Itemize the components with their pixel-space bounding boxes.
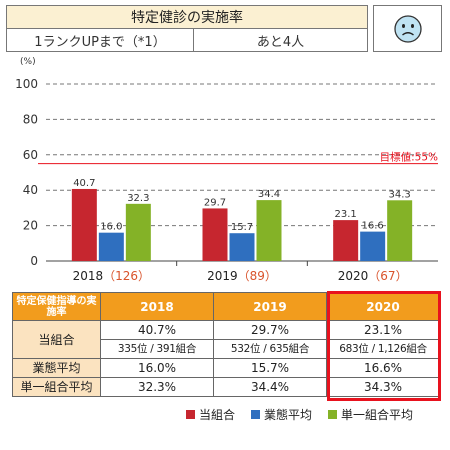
own-rate: 23.1% xyxy=(326,320,440,340)
legend-item-industry: 業態平均 xyxy=(251,406,312,423)
legend: 当組合 業態平均 単一組合平均 xyxy=(186,406,413,423)
data-label: 16.0 xyxy=(100,222,122,233)
data-label: 34.4 xyxy=(258,189,280,200)
table-row: 当組合 40.7% 29.7% 23.1% xyxy=(12,320,440,359)
data-label: 32.3 xyxy=(127,193,149,204)
own-rank: 532位 / 635組合 xyxy=(213,339,327,359)
industry-rate: 16.0% xyxy=(100,358,214,378)
data-table: 特定保健指導の実施率 2018 2019 2020 当組合 40.7% 29.7… xyxy=(12,292,440,397)
x-tick-label: 2018（126） xyxy=(73,269,150,283)
table-row: 単一組合平均 32.3% 34.4% 34.3% xyxy=(12,377,440,397)
bar xyxy=(71,188,97,261)
bar-chart: (%) 0 20 40 60 80 100 目標値:55% 40.7 16.0 32.3 2018（1… xyxy=(15,57,438,283)
x-tick-year: 2018 xyxy=(73,269,104,283)
bar xyxy=(256,200,282,261)
own-rank: 335位 / 391組合 xyxy=(100,339,214,359)
target-label: 目標値:55% xyxy=(380,151,438,164)
row-header: 特定保健指導の実施率 xyxy=(12,292,101,321)
data-label: 16.6 xyxy=(362,221,384,232)
data-label: 34.3 xyxy=(389,189,411,200)
industry-rate: 16.6% xyxy=(326,358,440,378)
industry-rate: 15.7% xyxy=(213,358,327,378)
y-tick-label: 60 xyxy=(23,148,38,162)
data-label: 23.1 xyxy=(335,209,357,220)
legend-label: 単一組合平均 xyxy=(341,408,414,422)
legend-swatch xyxy=(186,410,195,419)
header: 特定健診の実施率 1ランクUPまで（*1） あと4人 xyxy=(6,5,442,55)
table-row: 業態平均 16.0% 15.7% 16.6% xyxy=(12,358,440,378)
x-tick-year: 2020 xyxy=(338,269,369,283)
single-rate: 32.3% xyxy=(100,377,214,397)
bar xyxy=(333,220,359,261)
bar xyxy=(98,232,124,261)
sad-face-icon xyxy=(373,5,442,52)
bar xyxy=(229,233,255,261)
year-header: 2019 xyxy=(213,292,327,321)
x-tick-count: （126） xyxy=(103,269,150,283)
own-rate: 40.7% xyxy=(100,320,214,340)
own-rate: 29.7% xyxy=(213,320,327,340)
single-rate: 34.4% xyxy=(213,377,327,397)
bar xyxy=(387,200,413,261)
y-tick-label: 40 xyxy=(23,183,38,197)
single-rate: 34.3% xyxy=(326,377,440,397)
legend-label: 業態平均 xyxy=(264,408,313,422)
industry-label: 業態平均 xyxy=(12,358,101,378)
x-tick-label: 2019（89） xyxy=(207,269,277,283)
bar xyxy=(360,231,386,261)
own-label: 当組合 xyxy=(12,320,101,359)
y-tick-label: 20 xyxy=(23,219,38,233)
y-tick-label: 80 xyxy=(23,112,38,126)
y-tick-label: 0 xyxy=(30,254,38,268)
legend-swatch xyxy=(328,410,338,419)
legend-label: 当組合 xyxy=(199,408,236,422)
single-label: 単一組合平均 xyxy=(12,377,101,397)
year-header: 2020 xyxy=(326,292,440,321)
table-header-row: 特定保健指導の実施率 2018 2019 2020 xyxy=(12,292,440,321)
bar xyxy=(125,203,151,261)
rank-up-label: 1ランクUPまで（*1） xyxy=(6,28,194,52)
data-label: 40.7 xyxy=(73,178,95,189)
year-header: 2018 xyxy=(100,292,214,321)
legend-item-single: 単一組合平均 xyxy=(328,406,413,423)
bar xyxy=(202,208,228,261)
y-unit-label: (%) xyxy=(20,57,36,67)
legend-item-own: 当組合 xyxy=(186,406,235,423)
x-tick-count: （67） xyxy=(368,269,407,283)
page-title: 特定健診の実施率 xyxy=(6,5,368,29)
remaining-count: あと4人 xyxy=(193,28,368,52)
data-label: 15.7 xyxy=(231,222,253,233)
x-tick-label: 2020（67） xyxy=(338,269,408,283)
x-tick-year: 2019 xyxy=(207,269,238,283)
y-tick-label: 100 xyxy=(15,77,38,91)
legend-swatch xyxy=(251,410,261,419)
data-label: 29.7 xyxy=(204,197,226,208)
own-rank: 683位 / 1,126組合 xyxy=(326,339,440,359)
x-tick-count: （89） xyxy=(238,269,277,283)
